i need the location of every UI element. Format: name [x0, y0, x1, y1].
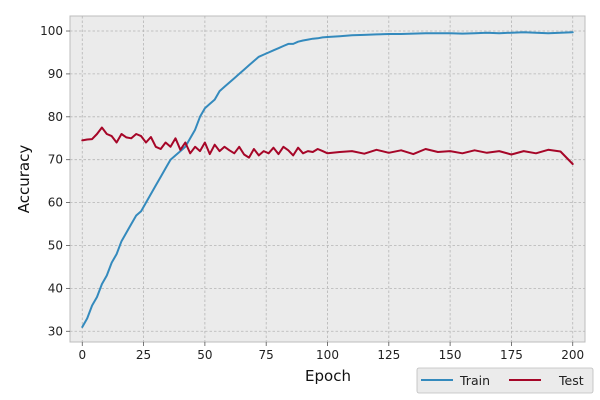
y-tick-label: 60: [48, 196, 63, 210]
y-tick-label: 30: [48, 324, 63, 338]
legend-box: [416, 367, 594, 394]
legend-train-label: Train: [459, 373, 490, 388]
x-tick-label: 150: [439, 348, 462, 362]
x-tick-label: 200: [561, 348, 584, 362]
y-tick-label: 50: [48, 238, 63, 252]
y-tick-label: 80: [48, 110, 63, 124]
x-tick-label: 50: [197, 348, 212, 362]
x-tick-label: 125: [377, 348, 400, 362]
legend-test-label: Test: [558, 373, 584, 388]
x-tick-label: 25: [136, 348, 151, 362]
x-axis-label: Epoch: [305, 367, 351, 385]
x-axis-ticks: 0 25 50 75 100 125 150 175 200: [78, 342, 584, 362]
series-line-train: [81, 31, 574, 328]
y-tick-label: 90: [48, 67, 63, 81]
legend: Train Test: [416, 367, 594, 394]
y-axis-label: Accuracy: [15, 145, 33, 214]
y-tick-label: 100: [40, 24, 63, 38]
y-tick-label: 40: [48, 281, 63, 295]
x-tick-label: 75: [259, 348, 274, 362]
x-tick-label: 100: [316, 348, 339, 362]
series-line-test: [81, 126, 574, 165]
x-tick-label: 175: [500, 348, 523, 362]
y-axis-ticks: 30 40 50 60 70 80 90 100: [40, 24, 70, 338]
x-tick-label: 0: [78, 348, 86, 362]
series-layer: [81, 31, 574, 328]
grid: [70, 16, 585, 342]
y-tick-label: 70: [48, 153, 63, 167]
